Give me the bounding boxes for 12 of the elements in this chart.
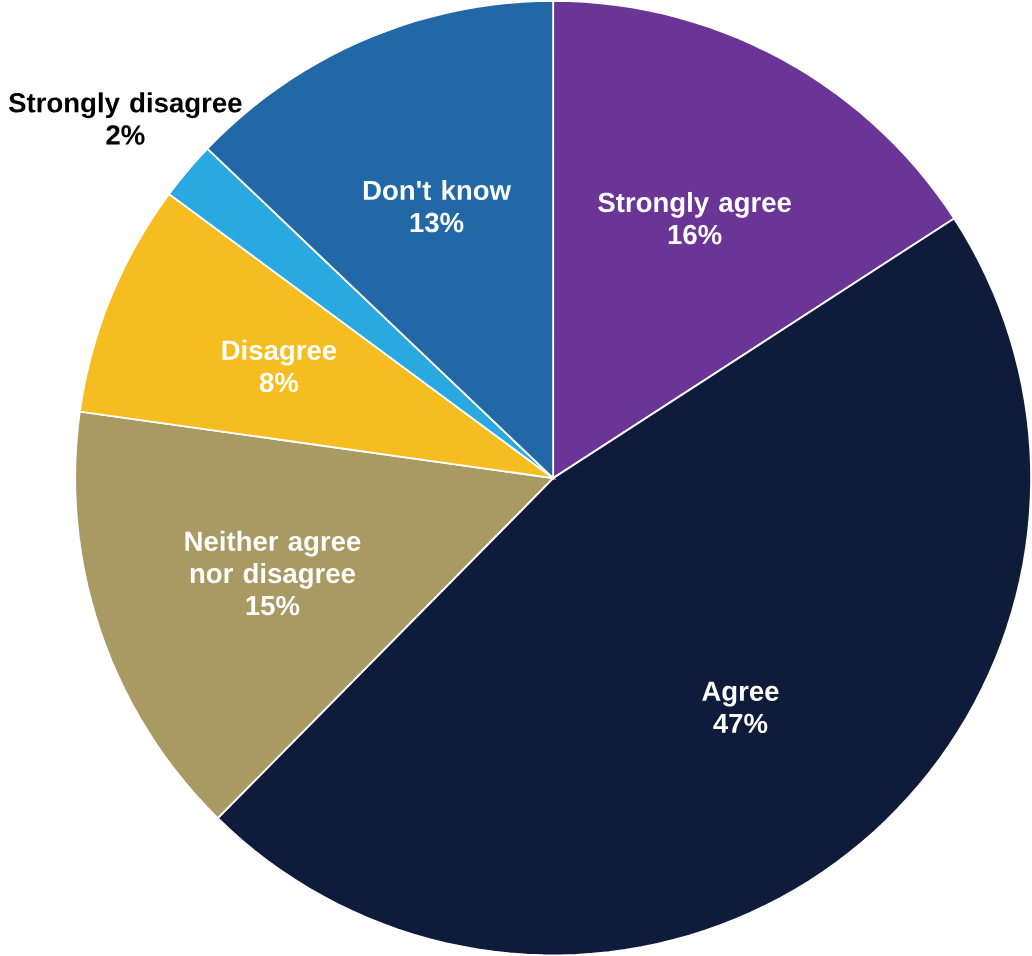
slice-label: Disagree xyxy=(222,339,337,366)
data-label: 47% xyxy=(713,713,768,733)
data-label: 8% xyxy=(259,372,299,393)
data-label: 2% xyxy=(106,125,145,145)
slice-label: Don't know xyxy=(363,179,512,201)
data-label: 13% xyxy=(410,212,464,233)
slice-label: Neither agree nor disagree xyxy=(185,530,361,589)
data-label: 15% xyxy=(246,595,300,616)
slice-label: Strongly disagree xyxy=(8,92,242,119)
slice-label: Agree xyxy=(702,681,779,707)
data-label: 16% xyxy=(668,224,722,245)
slice-label: Strongly agree xyxy=(598,191,791,218)
